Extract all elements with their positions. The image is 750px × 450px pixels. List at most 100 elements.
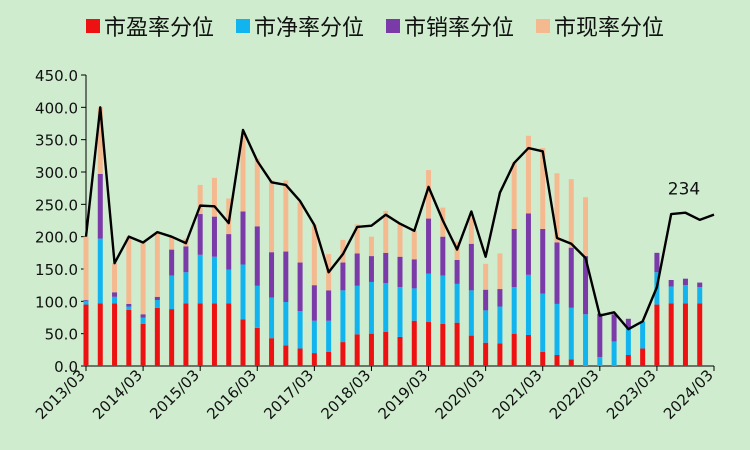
bar-segment-pcf [154,232,160,297]
bar-segment-ps [540,228,546,294]
bar-segment-ps [497,289,503,307]
bar-segment-ps [625,318,631,328]
bar-segment-ps [468,243,474,291]
bar-segment-ps [697,282,703,288]
bar-segment-pb [525,274,531,335]
bar-segment-pe [397,336,403,366]
bar-segment-ps [426,218,432,274]
bar-segment-pb [383,283,389,332]
bar-segment-pb [568,307,574,360]
x-tick-label: 2024/03 [660,366,717,423]
bar-segment-ps [226,234,232,270]
bar-segment-pe [112,303,118,366]
bar-segment-pe [368,333,374,366]
bar-segment-pe [97,303,103,366]
x-tick-label: 2014/03 [89,366,146,423]
bar-segment-pcf [540,148,546,229]
bar-segment-pb [112,296,118,304]
bar-segment-pcf [297,202,303,263]
bar-segment-pe [240,319,246,366]
x-tick-label: 2020/03 [432,366,489,423]
bar-segment-pcf [169,236,175,250]
bar-segment-pe [340,342,346,366]
bar-segment-pe [283,345,289,366]
bar-segment-pcf [354,224,360,254]
legend-item-pb: 市净率分位 [235,10,364,42]
bar-segment-pcf [283,180,289,252]
bar-segment-pe [511,333,517,366]
bar-segment-ps [126,303,132,307]
bar-segment-pe [326,351,332,366]
bar-segment-pe [311,353,317,366]
x-tick-label: 2019/03 [375,366,432,423]
bar-segment-pb [183,272,189,304]
bar-segment-pb [269,297,275,339]
bar-segment-ps [383,252,389,284]
y-tick-label: 150.0 [35,261,78,279]
bar-segment-pb [540,293,546,352]
bar-segment-ps [440,236,446,276]
bar-segment-ps [611,314,617,342]
bar-segment-pe [197,303,203,366]
bar-segment-pcf [468,217,474,244]
bar-segment-pb [154,300,160,308]
legend-swatch-pcf [536,19,551,33]
legend-label-pe: 市盈率分位 [103,16,214,41]
bar-segment-pb [668,286,674,304]
bar-segment-pcf [511,162,517,229]
bar-segment-pb [483,310,489,343]
bar-segment-ps [140,314,146,318]
bar-segment-pcf [311,225,317,286]
bar-segment-pcf [426,170,432,219]
bar-segment-pe [454,322,460,366]
bar-segment-pcf [454,241,460,260]
bar-segment-pe [568,359,574,366]
legend-item-pcf: 市现率分位 [536,10,664,42]
bar-segment-ps [326,290,332,321]
bar-segment-pcf [140,242,146,315]
bar-segment-pcf [254,158,260,227]
legend-label-ps: 市销率分位 [404,16,515,41]
y-tick-label: 250.0 [35,196,78,214]
bar-segment-ps [682,278,688,286]
bar-segment-pb [440,275,446,324]
bar-segment-pe [183,303,189,366]
bar-segment-pcf [583,197,589,257]
bar-segment-ps [97,173,103,239]
bar-segment-pe [211,303,217,366]
x-tick-label: 2021/03 [489,366,546,423]
bar-segment-ps [554,242,560,304]
legend-label-pb: 市净率分位 [253,16,364,41]
bar-segment-pb [411,288,417,321]
bar-segment-pcf [340,239,346,263]
bar-segment-pb [368,281,374,334]
bar-segment-ps [297,262,303,312]
bar-segment-pb [682,285,688,304]
bar-segment-ps [269,252,275,298]
legend-swatch-pb [235,19,250,33]
bar-segment-ps [654,252,660,273]
bar-segment-pb [169,275,175,310]
bar-segment-pb [283,301,289,346]
y-tick-label: 350.0 [35,132,78,150]
bar-segment-pb [226,269,232,304]
legend-swatch-ps [386,19,400,33]
bar-segment-pcf [240,135,246,212]
legend-label-pcf: 市现率分位 [554,16,665,41]
bar-segment-pe [169,309,175,366]
bar-segment-pb [640,321,646,349]
bar-segment-pe [411,320,417,366]
total-line [84,106,715,331]
last-value-annotation: 234 [668,180,700,200]
bar-segment-pcf [211,177,217,217]
bar-segment-pcf [525,135,531,214]
bar-segment-ps [112,292,118,297]
bar-segment-pb [126,306,132,310]
bar-segment-ps [368,256,374,282]
x-tick-label: 2023/03 [603,366,660,423]
bar-segment-pb [297,311,303,349]
bar-segment-ps [525,213,531,275]
bar-segment-pe [426,322,432,366]
bar-segment-pcf [483,263,489,290]
bar-segment-ps [197,214,203,255]
